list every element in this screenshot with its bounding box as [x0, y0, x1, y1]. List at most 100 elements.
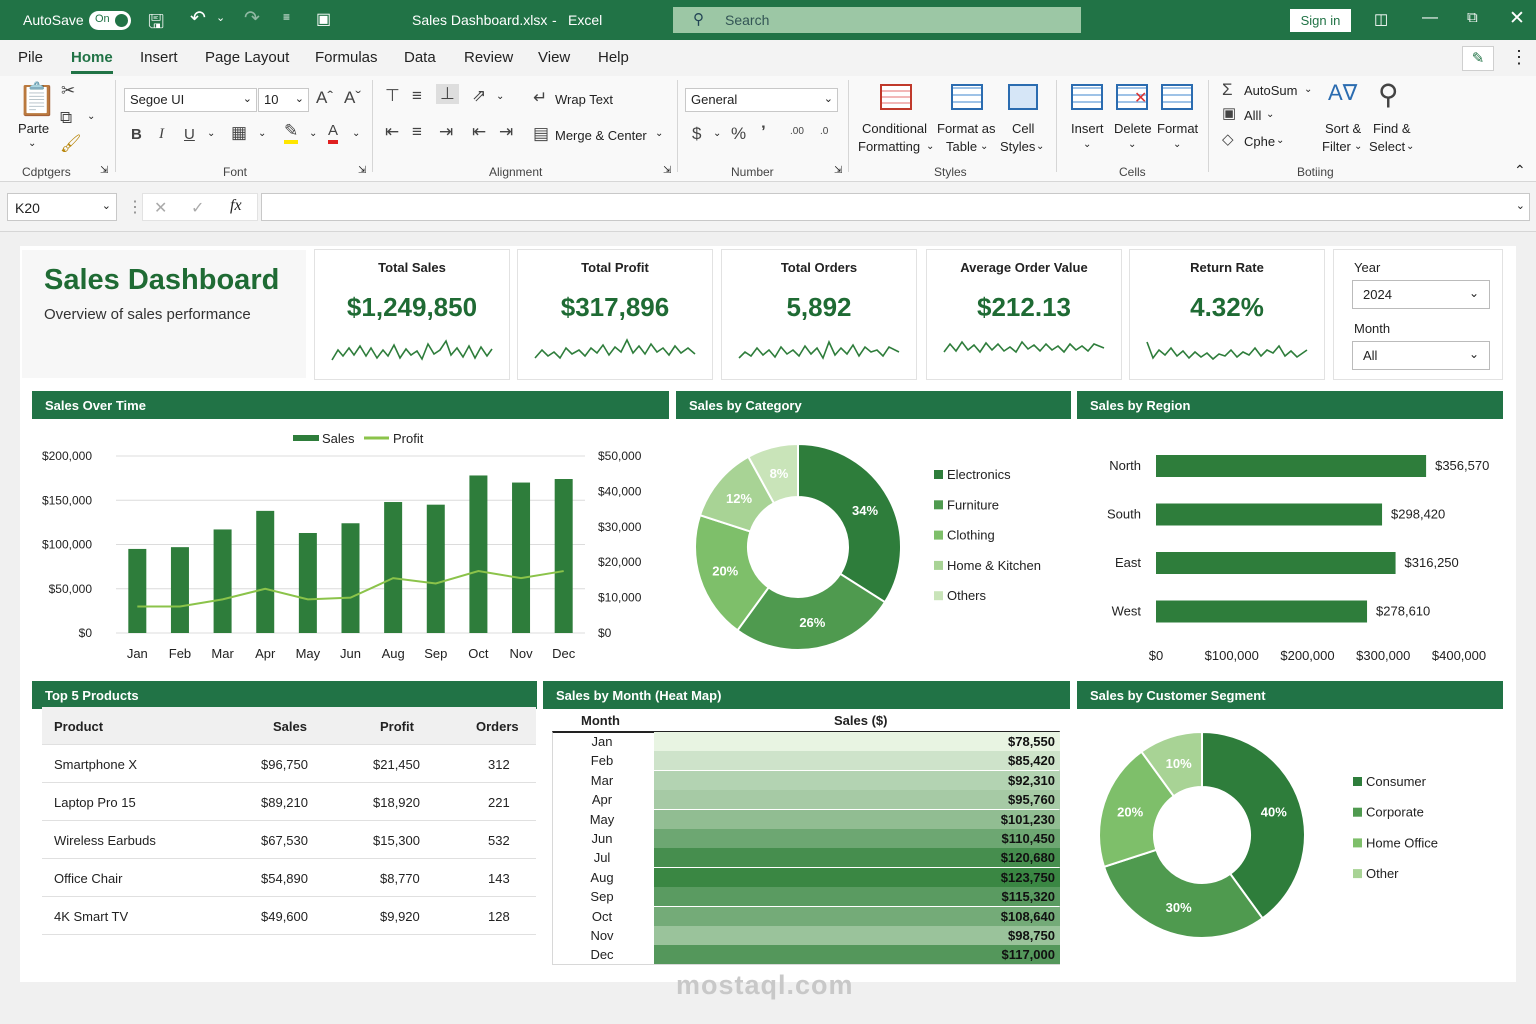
find-select-label-1[interactable]: Find &: [1373, 121, 1411, 136]
font-color-dropdown-icon[interactable]: ⌄: [352, 128, 361, 139]
alignment-launcher-icon[interactable]: ⇲: [663, 165, 672, 176]
undo-icon[interactable]: ↶: [190, 8, 206, 29]
chevron-down-icon[interactable]: ⌄: [1266, 109, 1275, 120]
sort-filter-label-1[interactable]: Sort &: [1325, 121, 1362, 136]
font-name-select[interactable]: Segoe UI ⌄: [124, 88, 257, 112]
increase-font-icon[interactable]: Aˆ: [316, 88, 333, 107]
year-select[interactable]: 2024 ⌄: [1352, 280, 1490, 309]
copy-dropdown-icon[interactable]: ⌄: [87, 111, 96, 122]
tab-help[interactable]: Help: [598, 49, 629, 66]
sort-filter-icon[interactable]: A∇: [1328, 80, 1358, 105]
table-row[interactable]: 4K Smart TV $49,600 $9,920 128: [42, 897, 536, 935]
copy-icon[interactable]: ⧉: [60, 108, 73, 127]
underline-icon[interactable]: U: [184, 126, 195, 143]
tab-file[interactable]: Pile: [18, 49, 44, 66]
tab-formulas[interactable]: Formulas: [315, 49, 378, 66]
formula-input[interactable]: ⌄: [261, 193, 1530, 221]
format-painter-icon[interactable]: 🖌: [60, 134, 82, 153]
insert-cells-icon[interactable]: [1071, 84, 1103, 110]
orientation-dropdown-icon[interactable]: ⌄: [496, 91, 505, 102]
fill-button[interactable]: Alll: [1244, 108, 1262, 123]
align-middle-icon[interactable]: ≡: [412, 86, 422, 105]
search-box[interactable]: ⚲ Search: [673, 7, 1081, 33]
percent-icon[interactable]: %: [731, 124, 747, 143]
save-icon[interactable]: 🖫: [148, 12, 165, 33]
align-bottom-icon[interactable]: ⊥: [436, 84, 459, 104]
insert-function-icon[interactable]: fx: [230, 197, 242, 214]
borders-icon[interactable]: ▦: [231, 123, 248, 142]
tab-page-layout[interactable]: Page Layout: [205, 49, 290, 66]
clipboard-launcher-icon[interactable]: ⇲: [100, 165, 109, 176]
currency-dropdown-icon[interactable]: ⌄: [713, 128, 722, 139]
format-cells-icon[interactable]: [1161, 84, 1193, 110]
chevron-down-icon[interactable]: ⌄: [1304, 84, 1313, 95]
conditional-formatting-icon[interactable]: [880, 84, 912, 110]
redo-icon[interactable]: ↷: [244, 8, 260, 29]
decrease-decimal-icon[interactable]: .0: [820, 126, 829, 137]
increase-decimal-icon[interactable]: .00: [790, 126, 804, 137]
align-top-icon[interactable]: ⊤: [385, 86, 400, 105]
insert-cells-button[interactable]: Insert: [1071, 121, 1104, 136]
chevron-down-icon[interactable]: ⌄: [1276, 135, 1285, 146]
cell-styles-icon[interactable]: [1008, 84, 1038, 110]
screen-icon[interactable]: ▣: [316, 11, 332, 28]
currency-icon[interactable]: $: [692, 124, 702, 143]
align-left-icon[interactable]: ⇤: [385, 122, 400, 141]
paste-button[interactable]: Parte: [18, 121, 50, 136]
chevron-down-icon[interactable]: ⌄: [1083, 139, 1092, 150]
format-cells-button[interactable]: Format: [1157, 121, 1199, 136]
minimize-icon[interactable]: —: [1422, 9, 1438, 26]
find-select-icon[interactable]: ⚲: [1378, 79, 1399, 110]
cell-styles-label-1[interactable]: Cell: [1012, 121, 1035, 136]
clear-icon[interactable]: ◇: [1222, 131, 1234, 148]
more-options-icon[interactable]: ⋮: [1510, 47, 1528, 67]
tab-home[interactable]: Home: [71, 49, 113, 74]
increase-indent-icon[interactable]: ⇥: [499, 122, 514, 141]
paste-icon[interactable]: 📋: [17, 81, 57, 117]
autosum-button[interactable]: AutoSum: [1244, 83, 1298, 98]
month-select[interactable]: All ⌄: [1352, 341, 1490, 370]
borders-dropdown-icon[interactable]: ⌄: [258, 128, 267, 139]
format-as-table-label-1[interactable]: Format as: [937, 121, 996, 136]
sort-filter-label-2[interactable]: Filter: [1322, 139, 1351, 154]
font-launcher-icon[interactable]: ⇲: [358, 165, 367, 176]
number-launcher-icon[interactable]: ⇲: [834, 165, 843, 176]
chevron-down-icon[interactable]: ⌄: [1036, 141, 1045, 152]
format-as-table-label-2[interactable]: Table: [946, 139, 978, 154]
tab-insert[interactable]: Insert: [140, 49, 178, 66]
clear-button[interactable]: Cphe: [1244, 134, 1276, 149]
number-format-select[interactable]: General ⌄: [685, 88, 838, 112]
conditional-formatting-label-2[interactable]: Formatting: [858, 139, 921, 154]
delete-cells-icon[interactable]: ✕: [1116, 84, 1148, 110]
tab-view[interactable]: View: [538, 49, 571, 66]
merge-dropdown-icon[interactable]: ⌄: [655, 128, 664, 139]
chevron-down-icon[interactable]: ⌄: [926, 141, 935, 152]
fill-dropdown-icon[interactable]: ⌄: [309, 128, 318, 139]
autosave-toggle[interactable]: On: [89, 11, 131, 30]
tab-data[interactable]: Data: [404, 49, 436, 66]
font-color-icon[interactable]: A: [328, 122, 339, 144]
cut-icon[interactable]: ✂: [61, 81, 76, 100]
table-row[interactable]: Office Chair $54,890 $8,770 143: [42, 859, 536, 897]
table-row[interactable]: Smartphone X $96,750 $21,450 312: [42, 745, 536, 783]
align-right-icon[interactable]: ⇥: [439, 122, 454, 141]
merge-center-icon[interactable]: ▤: [533, 124, 550, 143]
fill-icon[interactable]: ▣: [1222, 105, 1237, 122]
enter-icon[interactable]: ✓: [191, 200, 205, 217]
collapse-ribbon-icon[interactable]: ⌃: [1514, 162, 1526, 178]
restore-icon[interactable]: ⧉: [1467, 9, 1478, 26]
tab-review[interactable]: Review: [464, 49, 514, 66]
chevron-down-icon[interactable]: ⌄: [980, 141, 989, 152]
cancel-icon[interactable]: ✕: [154, 200, 168, 217]
format-as-table-icon[interactable]: [951, 84, 983, 110]
comma-style-icon[interactable]: ’: [761, 122, 766, 141]
decrease-font-icon[interactable]: Aˇ: [344, 88, 361, 107]
table-row[interactable]: Laptop Pro 15 $89,210 $18,920 221: [42, 783, 536, 821]
bold-icon[interactable]: B: [131, 126, 142, 143]
chevron-down-icon[interactable]: ⌄: [1128, 139, 1137, 150]
share-icon[interactable]: ✎: [1462, 46, 1494, 71]
underline-dropdown-icon[interactable]: ⌄: [207, 128, 216, 139]
find-select-label-2[interactable]: Select: [1369, 139, 1406, 154]
autosum-icon[interactable]: Σ: [1222, 80, 1233, 99]
wrap-text-button[interactable]: Wrap Text: [555, 92, 614, 107]
